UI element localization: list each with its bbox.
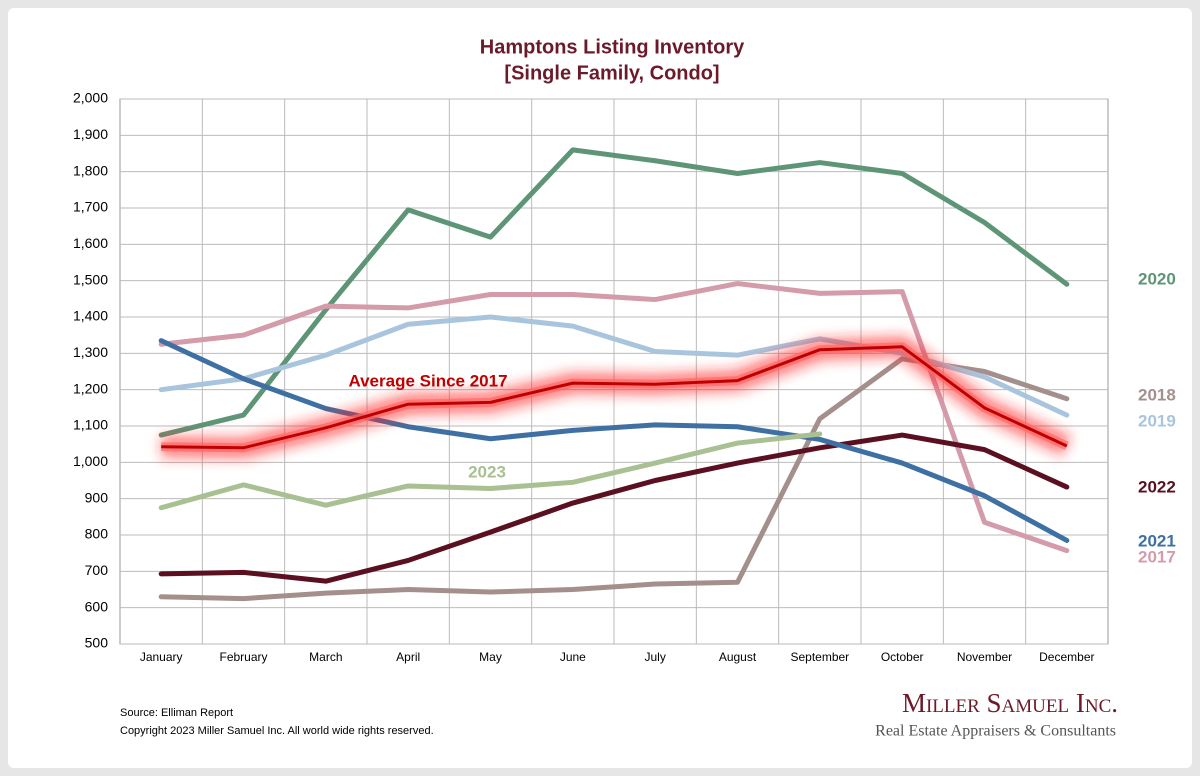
x-tick-label: June	[560, 650, 586, 664]
brand-name: Miller Samuel Inc.	[902, 688, 1118, 718]
x-tick-label: December	[1039, 650, 1094, 664]
y-tick-label: 1,000	[73, 453, 108, 469]
x-tick-label: August	[719, 650, 757, 664]
y-tick-label: 1,100	[73, 417, 108, 433]
chart-subtitle: [Single Family, Condo]	[504, 62, 719, 84]
series-label: 2020	[1138, 269, 1176, 288]
series-line	[158, 431, 823, 511]
series-line	[158, 281, 1070, 554]
source: Source: Elliman Report	[120, 707, 233, 719]
series-label: 2022	[1138, 477, 1176, 496]
chart-title: Hamptons Listing Inventory	[480, 36, 745, 58]
x-tick-label: May	[479, 650, 502, 664]
x-tick-label: July	[644, 650, 665, 664]
y-tick-label: 500	[85, 635, 109, 651]
y-tick-label: 1,900	[73, 126, 108, 142]
y-tick-label: 700	[85, 562, 109, 578]
series-label: 2021	[1138, 531, 1176, 550]
y-tick-label: 1,800	[73, 162, 108, 178]
series-label: Average Since 2017	[348, 371, 507, 390]
x-tick-label: November	[957, 650, 1012, 664]
y-tick-label: 1,700	[73, 199, 108, 215]
y-tick-label: 1,500	[73, 271, 108, 287]
series-line	[158, 432, 1070, 584]
x-tick-label: February	[219, 650, 267, 664]
x-tick-label: October	[881, 650, 924, 664]
y-tick-label: 2,000	[73, 90, 108, 106]
series-line	[158, 338, 1070, 543]
copyright: Copyright 2023 Miller Samuel Inc. All wo…	[120, 725, 434, 737]
y-tick-label: 600	[85, 598, 109, 614]
y-tick-label: 900	[85, 489, 109, 505]
y-tick-label: 1,400	[73, 308, 108, 324]
series-label: 2023	[468, 462, 506, 481]
x-tick-label: March	[309, 650, 342, 664]
series-line	[161, 345, 1068, 450]
brand-tagline: Real Estate Appraisers & Consultants	[875, 723, 1116, 740]
x-tick-label: April	[396, 650, 420, 664]
x-tick-label: January	[140, 650, 183, 664]
y-tick-label: 1,600	[73, 235, 108, 251]
y-tick-label: 800	[85, 526, 109, 542]
series-label: 2019	[1138, 411, 1176, 430]
y-tick-label: 1,300	[73, 344, 108, 360]
x-tick-label: September	[790, 650, 849, 664]
series-line	[158, 147, 1070, 438]
y-tick-label: 1,200	[73, 380, 108, 396]
series-label: 2018	[1138, 385, 1176, 404]
series-label: 2017	[1138, 547, 1176, 566]
